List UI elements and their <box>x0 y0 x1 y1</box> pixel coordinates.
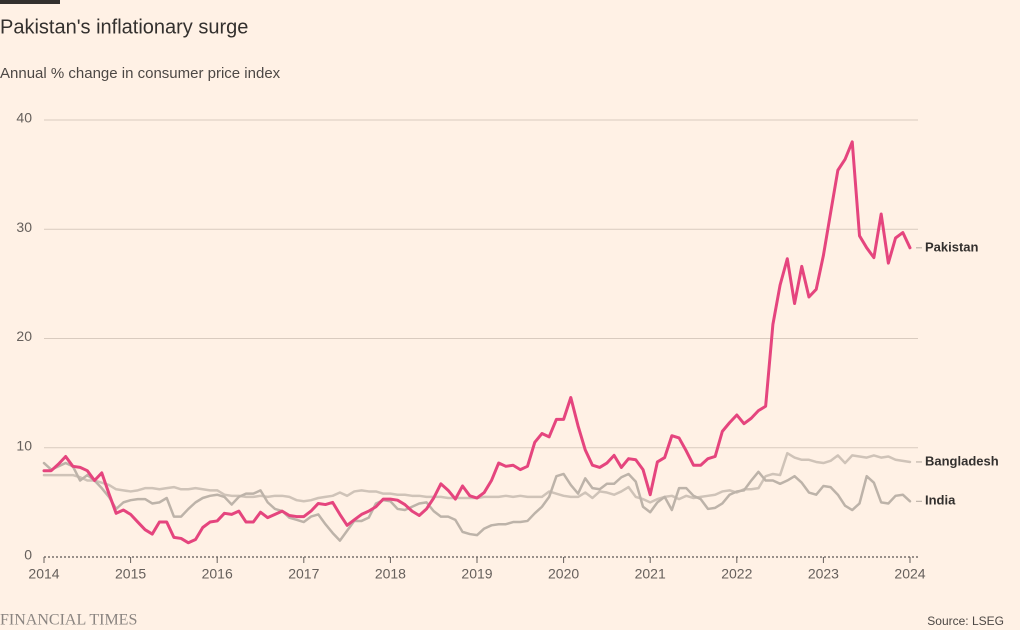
chart-title: Pakistan's inflationary surge <box>0 16 248 38</box>
y-tick-label: 30 <box>16 219 32 235</box>
y-tick-label: 20 <box>16 328 32 344</box>
series-label: India <box>925 493 956 508</box>
chart-subtitle: Annual % change in consumer price index <box>0 65 281 82</box>
x-tick-label: 2014 <box>28 566 59 582</box>
series-line <box>42 140 912 545</box>
x-tick-label: 2021 <box>635 566 666 582</box>
x-tick-label: 2017 <box>288 566 319 582</box>
series-label: Bangladesh <box>925 453 999 468</box>
x-tick-label: 2023 <box>808 566 839 582</box>
brand-bar <box>0 0 60 4</box>
series-line <box>42 461 912 542</box>
x-tick-label: 2020 <box>548 566 579 582</box>
x-tick-label: 2018 <box>375 566 406 582</box>
series-line <box>42 451 912 504</box>
x-tick-label: 2022 <box>721 566 752 582</box>
x-tick-label: 2016 <box>202 566 233 582</box>
series-label: Pakistan <box>925 239 979 254</box>
y-tick-label: 0 <box>24 547 32 563</box>
x-tick-label: 2024 <box>894 566 925 582</box>
y-tick-label: 40 <box>16 110 32 126</box>
y-tick-label: 10 <box>16 437 32 453</box>
brand: FINANCIAL TIMES <box>0 612 137 629</box>
x-tick-label: 2015 <box>115 566 146 582</box>
source: Source: LSEG <box>927 614 1004 628</box>
x-tick-label: 2019 <box>461 566 492 582</box>
